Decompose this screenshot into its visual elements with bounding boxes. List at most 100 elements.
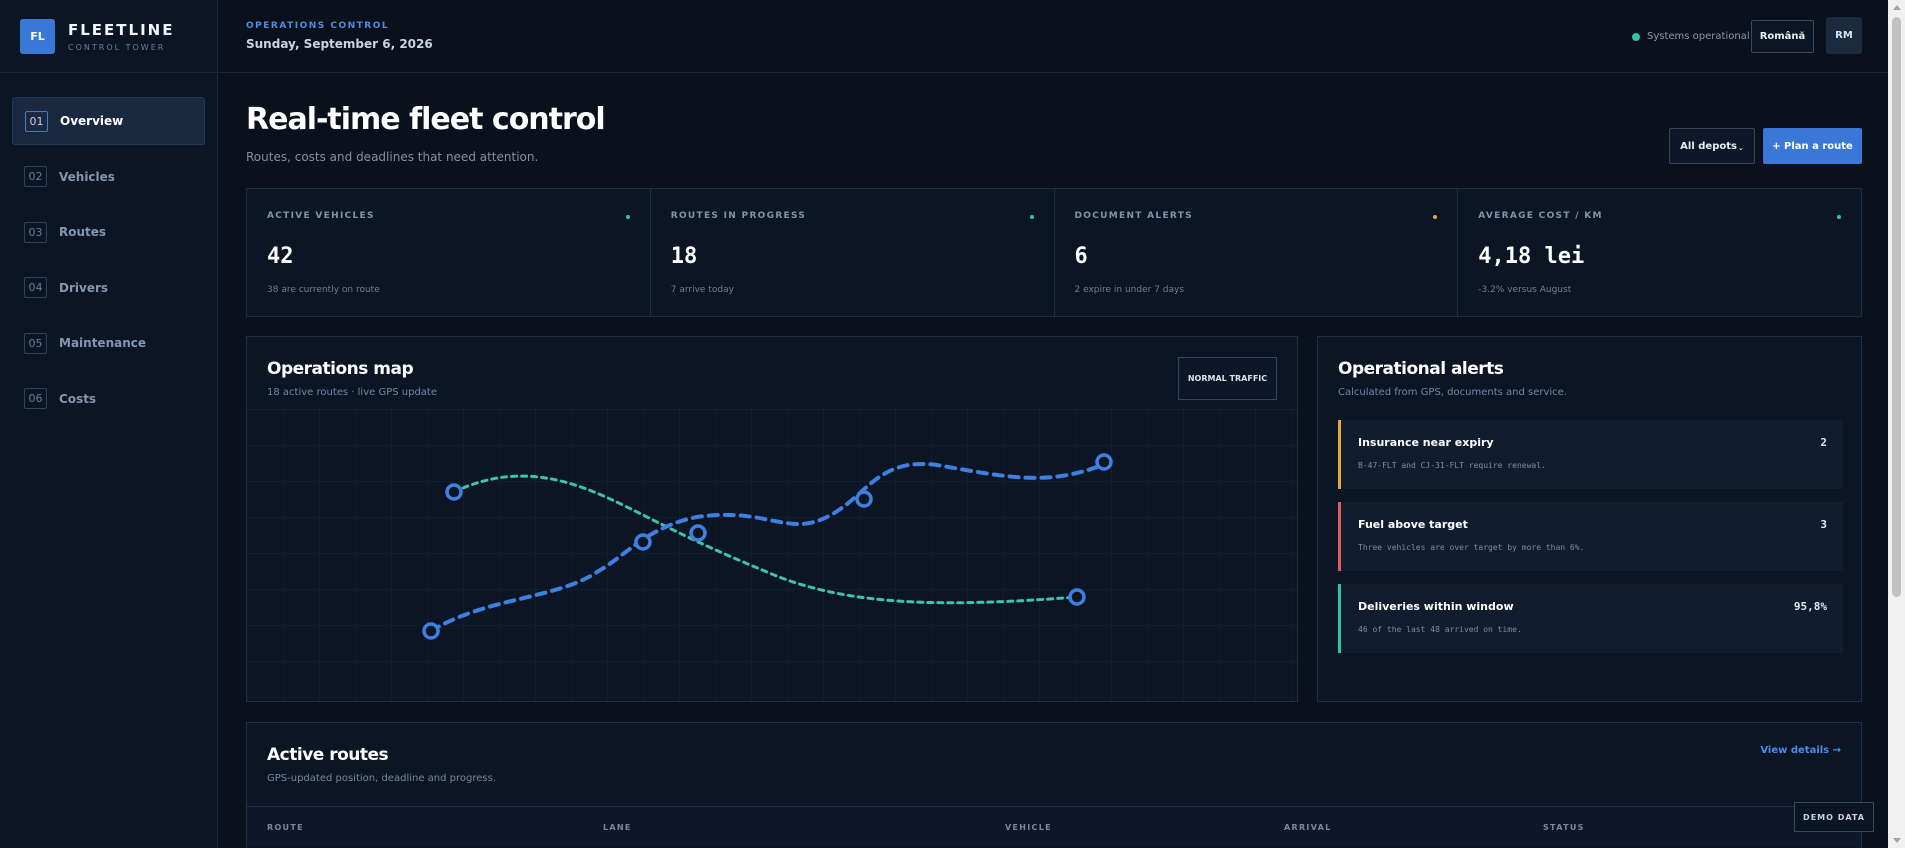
stat-card-average-cost: AVERAGE COST / KM 4,18 lei -3.2% versus … xyxy=(1458,189,1861,316)
chevron-down-icon: ⌄ xyxy=(1737,144,1744,152)
alert-count: 2 xyxy=(1820,436,1827,449)
nav-number: 01 xyxy=(25,110,48,132)
kpi-strip: ACTIVE VEHICLES 42 38 are currently on r… xyxy=(246,188,1862,317)
route-line-primary xyxy=(429,461,1107,633)
scroll-up-arrow-icon[interactable] xyxy=(1893,5,1901,10)
main-nav: 01 Overview 02 Vehicles 03 Routes 04 Dri… xyxy=(12,97,205,431)
brand-name: FLEETLINE xyxy=(68,20,175,39)
column-header-arrival[interactable]: ARRIVAL xyxy=(1284,823,1332,832)
plan-route-button[interactable]: + Plan a route xyxy=(1763,128,1862,164)
brand-logo: FL xyxy=(20,18,55,54)
alert-item[interactable]: Insurance near expiry B-47-FLT and CJ-31… xyxy=(1338,420,1843,489)
stat-note: 2 expire in under 7 days xyxy=(1074,285,1185,295)
stat-value: 6 xyxy=(1074,244,1088,269)
stat-card-document-alerts: DOCUMENT ALERTS 6 2 expire in under 7 da… xyxy=(1055,189,1459,316)
nav-item-vehicles[interactable]: 02 Vehicles xyxy=(12,153,205,201)
active-routes-panel: Active routes GPS-updated position, dead… xyxy=(246,722,1862,848)
nav-label: Maintenance xyxy=(59,336,147,351)
stat-note: 38 are currently on route xyxy=(267,285,380,295)
scroll-down-arrow-icon[interactable] xyxy=(1893,838,1901,843)
map-title: Operations map xyxy=(267,359,414,379)
alert-count: 95,8% xyxy=(1793,600,1827,613)
nav-number: 06 xyxy=(24,388,47,410)
operations-map[interactable] xyxy=(247,337,1298,702)
nav-label: Drivers xyxy=(59,280,109,295)
sidebar: FL FLEETLINE CONTROL TOWER 01 Overview 0… xyxy=(0,0,218,848)
status-dot-icon xyxy=(625,215,630,219)
operations-map-panel: Operations map 18 active routes · live G… xyxy=(246,336,1298,702)
routes-subtitle: GPS-updated position, deadline and progr… xyxy=(267,773,497,784)
alert-item[interactable]: Deliveries within window 46 of the last … xyxy=(1338,584,1843,653)
stat-label: ACTIVE VEHICLES xyxy=(267,211,375,221)
scrollbar-thumb[interactable] xyxy=(1892,17,1901,597)
status-dot-icon xyxy=(1029,215,1034,219)
route-stop-marker xyxy=(1068,588,1086,606)
page-title: Real-time fleet control xyxy=(246,102,606,137)
alerts-subtitle: Calculated from GPS, documents and servi… xyxy=(1338,387,1567,398)
nav-item-maintenance[interactable]: 05 Maintenance xyxy=(12,319,205,367)
route-stop-marker xyxy=(1095,453,1113,471)
depot-filter-label: All depots xyxy=(1680,140,1737,152)
nav-item-drivers[interactable]: 04 Drivers xyxy=(12,264,205,312)
column-header-status[interactable]: STATUS xyxy=(1543,823,1585,832)
route-stop-marker xyxy=(445,483,463,501)
nav-number: 03 xyxy=(24,221,47,243)
route-stop-marker xyxy=(422,622,440,640)
stat-value: 4,18 lei xyxy=(1478,244,1585,269)
nav-item-routes[interactable]: 03 Routes xyxy=(12,208,205,256)
route-stop-marker xyxy=(634,533,652,551)
stat-note: 7 arrive today xyxy=(670,285,734,295)
alert-description: Three vehicles are over target by more t… xyxy=(1358,543,1585,552)
alerts-title: Operational alerts xyxy=(1338,359,1504,379)
alert-title: Fuel above target xyxy=(1358,518,1468,531)
brand[interactable]: FL FLEETLINE CONTROL TOWER xyxy=(0,0,217,73)
top-bar: OPERATIONS CONTROL Sunday, September 6, … xyxy=(218,0,1888,73)
nav-number: 04 xyxy=(24,277,47,299)
page-subtitle: Routes, costs and deadlines that need at… xyxy=(246,150,539,164)
alert-item[interactable]: Fuel above target Three vehicles are ove… xyxy=(1338,502,1843,571)
route-stop-marker xyxy=(855,490,873,508)
column-header-lane[interactable]: LANE xyxy=(603,823,632,832)
alert-count: 3 xyxy=(1820,518,1827,531)
stat-label: DOCUMENT ALERTS xyxy=(1074,211,1193,221)
stat-card-active-vehicles: ACTIVE VEHICLES 42 38 are currently on r… xyxy=(247,189,651,316)
page-scrollbar[interactable] xyxy=(1888,0,1905,848)
traffic-badge[interactable]: NORMAL TRAFFIC xyxy=(1178,357,1277,400)
routes-title: Active routes xyxy=(267,745,389,765)
current-date: Sunday, September 6, 2026 xyxy=(246,37,433,51)
nav-number: 05 xyxy=(24,332,47,354)
view-details-link[interactable]: View details → xyxy=(1760,745,1841,756)
nav-item-overview[interactable]: 01 Overview xyxy=(12,97,205,145)
depot-filter-dropdown[interactable]: All depots ⌄ xyxy=(1669,128,1755,164)
user-avatar[interactable]: RM xyxy=(1826,17,1862,54)
demo-data-badge: DEMO DATA xyxy=(1794,802,1874,832)
nav-number: 02 xyxy=(24,166,47,188)
nav-label: Costs xyxy=(59,391,97,406)
system-status: Systems operational xyxy=(1632,31,1750,42)
stat-label: AVERAGE COST / KM xyxy=(1478,211,1603,221)
column-header-vehicle[interactable]: VEHICLE xyxy=(1005,823,1052,832)
stat-value: 42 xyxy=(267,244,294,269)
alert-title: Deliveries within window xyxy=(1358,600,1514,613)
map-subtitle: 18 active routes · live GPS update xyxy=(267,387,437,398)
nav-label: Vehicles xyxy=(59,169,115,184)
section-eyebrow: OPERATIONS CONTROL xyxy=(246,21,390,31)
status-dot-icon xyxy=(1433,215,1438,219)
route-stop-marker xyxy=(689,524,707,542)
nav-item-costs[interactable]: 06 Costs xyxy=(12,375,205,423)
brand-subtitle: CONTROL TOWER xyxy=(68,42,166,52)
route-line-secondary xyxy=(452,474,1079,605)
system-status-text: Systems operational xyxy=(1647,31,1750,42)
stat-value: 18 xyxy=(670,244,698,269)
operational-alerts-panel: Operational alerts Calculated from GPS, … xyxy=(1317,336,1862,702)
stat-note: -3.2% versus August xyxy=(1478,285,1572,295)
nav-label: Overview xyxy=(60,114,124,128)
alert-title: Insurance near expiry xyxy=(1358,436,1494,449)
column-header-route[interactable]: ROUTE xyxy=(267,823,304,832)
language-button[interactable]: Română xyxy=(1751,20,1814,53)
alert-description: B-47-FLT and CJ-31-FLT require renewal. xyxy=(1358,461,1546,470)
routes-table-header: ROUTE LANE VEHICLE ARRIVAL STATUS xyxy=(247,806,1861,846)
stat-label: ROUTES IN PROGRESS xyxy=(670,211,807,221)
stat-card-routes-in-progress: ROUTES IN PROGRESS 18 7 arrive today xyxy=(651,189,1055,316)
alert-description: 46 of the last 48 arrived on time. xyxy=(1358,625,1522,634)
